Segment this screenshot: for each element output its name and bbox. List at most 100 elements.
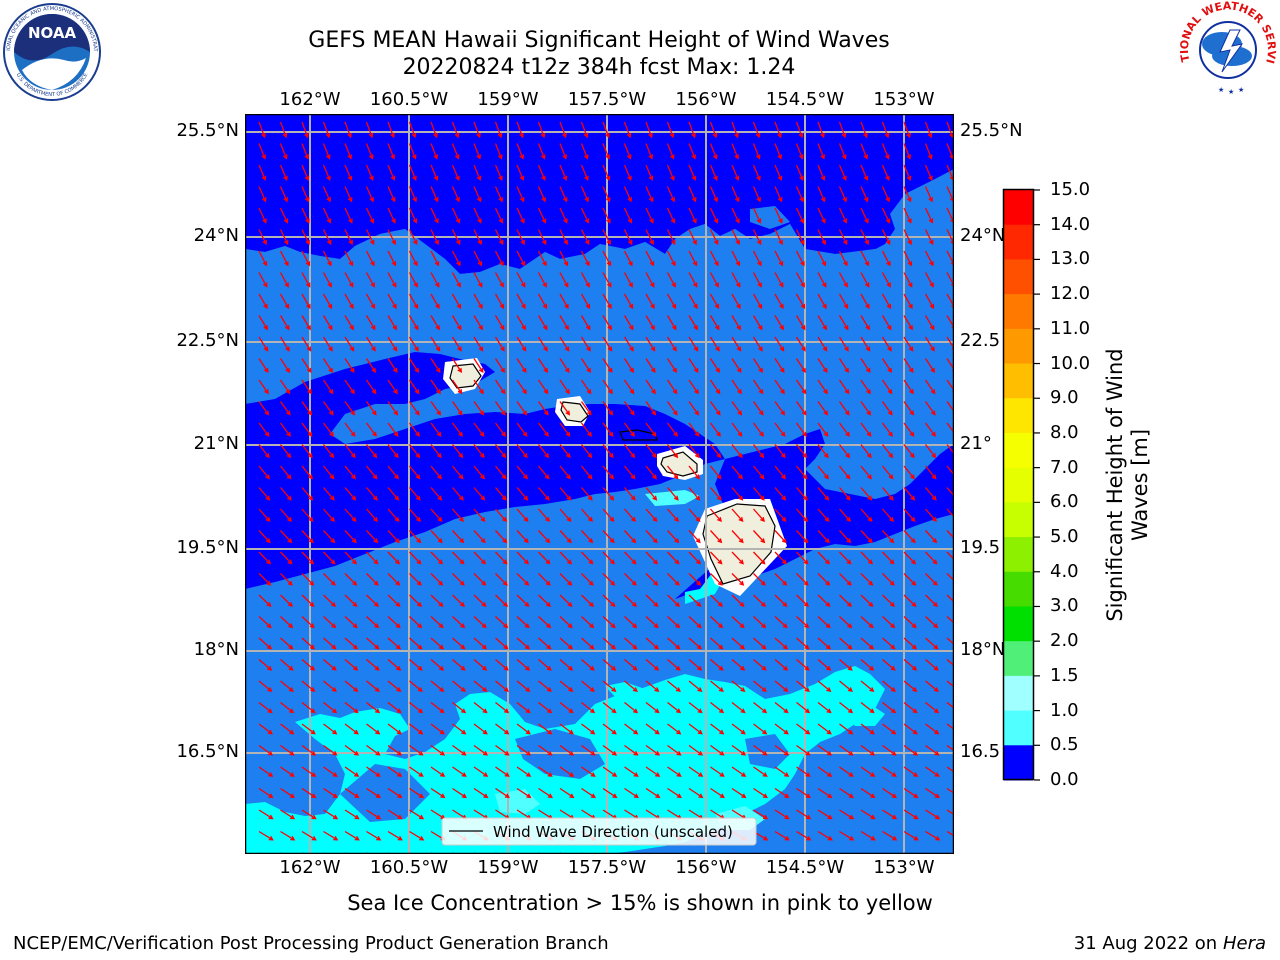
wave-arrow bbox=[409, 551, 422, 565]
wave-arrow bbox=[666, 401, 678, 416]
wave-arrow bbox=[624, 744, 639, 756]
footer-credit: NCEP/EMC/Verification Post Processing Pr… bbox=[13, 933, 609, 954]
wave-arrow bbox=[903, 530, 916, 544]
wave-arrow bbox=[666, 164, 675, 182]
wave-arrow bbox=[903, 809, 919, 820]
wave-arrow bbox=[924, 186, 933, 203]
wave-arrow bbox=[752, 186, 761, 203]
wave-arrow bbox=[839, 766, 854, 777]
wave-arrow bbox=[602, 186, 611, 203]
wave-arrow bbox=[430, 659, 445, 671]
wave-arrow bbox=[451, 401, 463, 416]
colorbar-segment bbox=[1004, 259, 1033, 295]
wave-arrow bbox=[408, 336, 419, 352]
wave-arrow bbox=[709, 121, 718, 139]
wave-arrow bbox=[860, 701, 875, 714]
wave-arrow bbox=[731, 229, 740, 246]
wave-arrow bbox=[344, 701, 359, 714]
wave-arrow bbox=[538, 787, 553, 799]
wave-arrow bbox=[322, 379, 334, 395]
wave-arrow bbox=[366, 680, 380, 693]
wave-arrow bbox=[774, 637, 788, 650]
wave-arrow bbox=[623, 379, 635, 395]
wave-arrow bbox=[645, 422, 657, 437]
wave-arrow bbox=[301, 487, 314, 501]
wave-arrow bbox=[387, 809, 403, 820]
wave-arrow bbox=[322, 401, 334, 416]
wave-arrow bbox=[430, 229, 439, 246]
wave-arrow bbox=[430, 444, 442, 459]
wave-arrow bbox=[580, 250, 590, 267]
wave-arrow bbox=[817, 680, 832, 693]
wave-arrow bbox=[882, 594, 895, 608]
wave-arrow bbox=[494, 143, 503, 160]
wave-arrow bbox=[516, 379, 527, 395]
wave-arrow bbox=[903, 315, 913, 331]
wave-arrow bbox=[537, 293, 548, 310]
colorbar-segment bbox=[1004, 502, 1033, 538]
wave-arrow bbox=[903, 594, 917, 608]
wave-arrow bbox=[624, 637, 638, 650]
wave-arrow bbox=[774, 659, 789, 671]
wave-arrow bbox=[602, 616, 616, 629]
wave-arrow bbox=[323, 487, 335, 501]
wave-arrow bbox=[408, 422, 420, 437]
wave-arrow bbox=[925, 637, 939, 650]
wave-arrow bbox=[473, 229, 482, 246]
wave-arrow bbox=[451, 336, 462, 352]
wave-arrow bbox=[322, 293, 333, 310]
wave-arrow bbox=[451, 422, 463, 437]
wave-arrow bbox=[323, 573, 336, 586]
wave-arrow bbox=[452, 787, 467, 799]
wave-arrow bbox=[344, 422, 356, 437]
wave-arrow bbox=[365, 143, 374, 160]
colorbar-segment bbox=[1004, 467, 1033, 503]
wave-arrow bbox=[473, 422, 485, 437]
wave-arrow bbox=[838, 121, 847, 139]
wave-arrow bbox=[258, 465, 270, 480]
wave-arrow bbox=[366, 573, 379, 586]
wave-arrow bbox=[473, 766, 489, 777]
colorbar-tick-label: 1.5 bbox=[1050, 664, 1079, 686]
wave-arrow bbox=[516, 701, 531, 714]
wave-arrow bbox=[365, 358, 377, 374]
wave-arrow bbox=[344, 315, 354, 331]
wave-arrow bbox=[645, 573, 659, 586]
wave-arrow bbox=[280, 573, 293, 586]
wave-arrow bbox=[881, 272, 891, 288]
wave-arrow bbox=[258, 594, 272, 608]
lon-label-bottom: 153°W bbox=[873, 857, 935, 878]
wave-arrow bbox=[796, 573, 809, 586]
wave-arrow bbox=[860, 379, 871, 395]
wave-arrow bbox=[301, 272, 311, 288]
wave-arrow bbox=[688, 766, 704, 777]
wave-arrow bbox=[408, 164, 417, 182]
wave-arrow bbox=[903, 465, 915, 480]
wave-arrow bbox=[795, 121, 804, 139]
wave-arrow bbox=[688, 143, 697, 160]
colorbar-segment bbox=[1004, 328, 1033, 365]
wave-arrow bbox=[559, 121, 567, 139]
wave-arrow bbox=[409, 787, 424, 799]
wave-arrow bbox=[795, 444, 808, 459]
wave-arrow bbox=[817, 272, 827, 288]
wave-arrow bbox=[731, 508, 744, 523]
wave-arrow bbox=[688, 744, 704, 756]
wave-arrow bbox=[559, 787, 575, 799]
lon-label-top: 157.5°W bbox=[567, 89, 647, 110]
wave-arrow bbox=[838, 465, 851, 480]
wave-arrow bbox=[774, 487, 787, 501]
wave-arrow bbox=[559, 401, 571, 416]
wave-arrow bbox=[451, 186, 460, 203]
wave-arrow bbox=[774, 315, 784, 331]
wave-arrow bbox=[473, 272, 483, 288]
wave-arrow bbox=[774, 594, 788, 608]
wave-arrow bbox=[516, 530, 529, 544]
wave-arrow bbox=[322, 250, 332, 267]
wave-arrow bbox=[623, 293, 634, 310]
wave-arrow bbox=[580, 229, 590, 246]
wave-arrow bbox=[752, 293, 763, 310]
wave-arrow bbox=[666, 186, 675, 203]
wave-arrow bbox=[409, 659, 423, 671]
wave-arrow bbox=[838, 143, 847, 160]
